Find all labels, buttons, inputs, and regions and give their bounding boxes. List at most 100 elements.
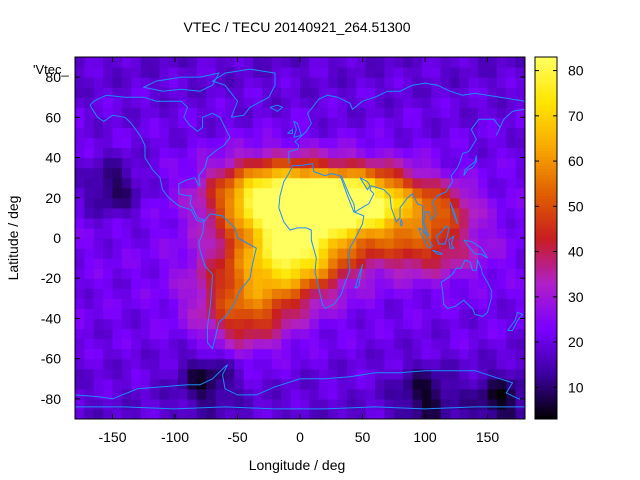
heatmap-cell xyxy=(234,197,245,209)
heatmap-cell xyxy=(496,258,507,269)
heatmap-cell xyxy=(393,398,404,410)
heatmap-cell xyxy=(412,378,423,390)
heatmap-cell xyxy=(346,298,357,309)
heatmap-cell xyxy=(450,308,460,320)
heatmap-cell xyxy=(243,107,254,118)
heatmap-cell xyxy=(328,348,339,360)
heatmap-cell xyxy=(103,57,114,68)
heatmap-cell xyxy=(496,388,507,400)
heatmap-cell xyxy=(487,268,498,279)
heatmap-cell xyxy=(178,67,189,78)
heatmap-cell xyxy=(496,87,507,98)
heatmap-cell xyxy=(103,227,114,239)
heatmap-cell xyxy=(309,207,320,219)
heatmap-cell xyxy=(309,308,320,320)
heatmap-cell xyxy=(281,107,292,118)
heatmap-cell xyxy=(384,348,395,360)
heatmap-cell xyxy=(131,358,142,370)
heatmap-cell xyxy=(262,388,273,400)
heatmap-cell xyxy=(168,298,179,309)
colorbar-swatch xyxy=(535,247,557,251)
heatmap-cell xyxy=(187,378,198,390)
heatmap-cell xyxy=(393,227,404,239)
heatmap-cell xyxy=(346,77,357,88)
heatmap-cell xyxy=(365,318,376,330)
heatmap-cell xyxy=(290,197,301,209)
heatmap-cell xyxy=(356,177,367,189)
heatmap-cell xyxy=(243,408,254,419)
heatmap-cell xyxy=(112,207,123,219)
heatmap-cell xyxy=(281,147,292,159)
heatmap-cell xyxy=(131,298,142,309)
heatmap-cell xyxy=(515,187,525,199)
heatmap-cell xyxy=(318,338,329,350)
heatmap-cell xyxy=(375,67,385,78)
heatmap-cell xyxy=(365,328,376,340)
heatmap-cell xyxy=(187,167,198,179)
heatmap-cell xyxy=(168,248,179,259)
heatmap-cell xyxy=(187,238,198,249)
heatmap-cell xyxy=(75,167,85,179)
heatmap-cell xyxy=(187,197,198,209)
heatmap-cell xyxy=(93,258,104,269)
heatmap-cell xyxy=(103,197,114,209)
colorbar-swatch xyxy=(535,75,557,79)
colorbar-swatch xyxy=(535,102,557,106)
heatmap-cell xyxy=(150,187,160,199)
heatmap-cell xyxy=(496,278,507,289)
heatmap-cell xyxy=(337,348,348,360)
heatmap-cell xyxy=(346,157,357,169)
heatmap-cell xyxy=(225,338,235,350)
heatmap-cell xyxy=(187,258,198,269)
colorbar-swatch xyxy=(535,244,557,248)
heatmap-cell xyxy=(168,87,179,98)
heatmap-cell xyxy=(131,227,142,239)
heatmap-cell xyxy=(468,67,479,78)
colorbar-swatch xyxy=(535,93,557,97)
coastline xyxy=(340,108,525,237)
heatmap-cell xyxy=(300,147,310,159)
heatmap-cell xyxy=(103,97,114,108)
heatmap-cell xyxy=(121,378,132,390)
heatmap-cell xyxy=(450,338,460,350)
heatmap-cell xyxy=(150,248,160,259)
heatmap-cell xyxy=(506,177,517,189)
heatmap-cell xyxy=(450,127,460,139)
heatmap-cell xyxy=(196,268,207,279)
heatmap-cell xyxy=(487,358,498,370)
colorbar-swatch xyxy=(535,153,557,158)
heatmap-cell xyxy=(440,288,451,299)
heatmap-cell xyxy=(421,57,432,68)
colorbar-swatch xyxy=(535,361,557,366)
heatmap-cell xyxy=(403,258,414,269)
heatmap-cell xyxy=(375,408,385,419)
colorbar-swatch xyxy=(535,352,557,357)
heatmap-cell xyxy=(253,288,264,299)
heatmap-cell xyxy=(178,57,189,68)
heatmap-cell xyxy=(243,388,254,400)
heatmap-cell xyxy=(440,57,451,68)
heatmap-cell xyxy=(215,248,226,259)
heatmap-cell xyxy=(478,328,489,340)
heatmap-cell xyxy=(243,207,254,219)
heatmap-cell xyxy=(459,157,470,169)
heatmap-cell xyxy=(281,57,292,68)
heatmap-cell xyxy=(515,348,525,360)
heatmap-cell xyxy=(412,227,423,239)
heatmap-cell xyxy=(290,238,301,249)
colorbar-swatch xyxy=(535,280,557,284)
heatmap-cell xyxy=(403,368,414,380)
heatmap-cell xyxy=(121,177,132,189)
heatmap-cell xyxy=(271,187,282,199)
heatmap-cell xyxy=(393,97,404,108)
heatmap-cell xyxy=(346,197,357,209)
heatmap-cell xyxy=(253,167,264,179)
y-tick-label: -80 xyxy=(41,391,61,407)
heatmap-cell xyxy=(196,298,207,309)
heatmap-cell xyxy=(225,117,235,128)
heatmap-cell xyxy=(309,117,320,128)
heatmap-cell xyxy=(215,87,226,98)
heatmap-cell xyxy=(421,137,432,149)
heatmap-cell xyxy=(93,328,104,340)
heatmap-cell xyxy=(421,348,432,360)
